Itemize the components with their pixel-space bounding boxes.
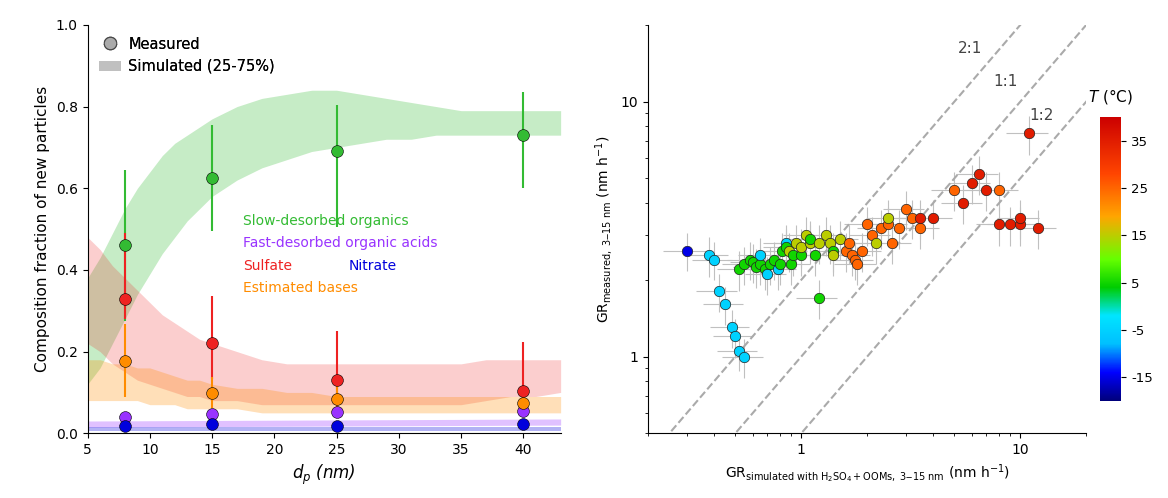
Text: 1:1: 1:1 xyxy=(993,74,1017,89)
Y-axis label: GR$_{\mathregular{measured,\ 3‒15\ nm}}$ (nm h$^{-1}$): GR$_{\mathregular{measured,\ 3‒15\ nm}}$… xyxy=(593,135,616,323)
Text: Nitrate: Nitrate xyxy=(349,259,397,273)
Legend: Measured, Simulated (25-75%): Measured, Simulated (25-75%) xyxy=(95,32,279,78)
Y-axis label: Composition fraction of new particles: Composition fraction of new particles xyxy=(35,86,50,372)
Text: Fast-desorbed organic acids: Fast-desorbed organic acids xyxy=(243,237,438,250)
Text: Sulfate: Sulfate xyxy=(243,259,292,273)
Text: $T$ (°C): $T$ (°C) xyxy=(1089,87,1133,106)
Text: Estimated bases: Estimated bases xyxy=(243,281,359,295)
X-axis label: GR$_{\mathregular{simulated\ with\ H_2SO_4+OOMs,\ 3‒15\ nm}}$ (nm h$^{-1}$): GR$_{\mathregular{simulated\ with\ H_2SO… xyxy=(724,463,1010,485)
Text: 2:1: 2:1 xyxy=(958,41,982,56)
Text: Slow-desorbed organics: Slow-desorbed organics xyxy=(243,214,409,228)
X-axis label: $d_p$ (nm): $d_p$ (nm) xyxy=(292,463,356,487)
Text: 1:2: 1:2 xyxy=(1029,108,1054,123)
